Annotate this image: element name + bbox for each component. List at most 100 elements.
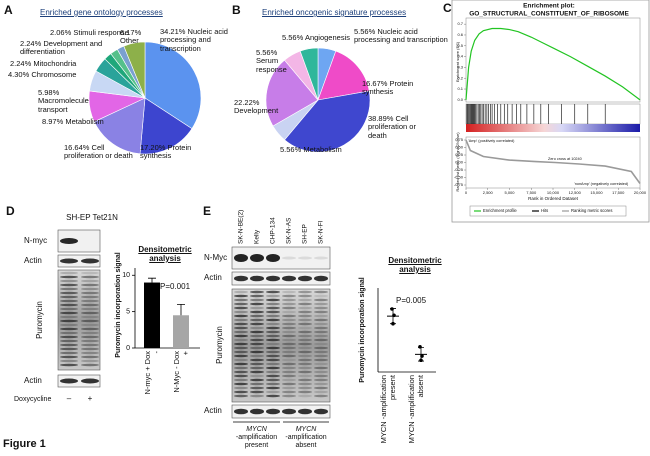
blot-band xyxy=(234,318,248,322)
blot-band xyxy=(298,314,312,318)
blot-band xyxy=(250,390,264,394)
blot-band xyxy=(314,362,328,366)
blot-band xyxy=(234,346,248,350)
blot-band xyxy=(282,358,296,362)
chart-subtitle: GO_STRUCTURAL_CONSTITUENT_OF_RIBOSOME xyxy=(469,11,629,18)
blot-band xyxy=(298,394,312,398)
blot-band xyxy=(314,370,328,374)
blot-band xyxy=(250,378,264,382)
legend-label: Ranking metric scores xyxy=(571,208,612,213)
blot-band xyxy=(266,366,280,370)
panel-letter: C xyxy=(443,1,452,15)
blot-band xyxy=(60,335,78,339)
blot-band xyxy=(298,326,312,330)
blot-band xyxy=(60,347,78,351)
y-tick-label: 0.7 xyxy=(457,21,463,26)
blot-band xyxy=(81,359,99,363)
lane-label: – xyxy=(67,394,72,403)
blot-band xyxy=(282,322,296,326)
blot-band xyxy=(282,394,296,398)
blot-band xyxy=(282,354,296,358)
blot-band xyxy=(234,366,248,370)
blot-band xyxy=(266,338,280,342)
blot-band xyxy=(81,347,99,351)
blot-row-label: Puromycin xyxy=(215,326,224,364)
blot-band xyxy=(81,343,99,347)
blot-band xyxy=(282,370,296,374)
blot-panel xyxy=(57,254,101,268)
blot-band xyxy=(266,378,280,382)
blot-band xyxy=(282,338,296,342)
blot-band xyxy=(234,354,248,358)
error-bar xyxy=(390,308,396,325)
plot-frame xyxy=(465,17,641,103)
blot-band xyxy=(298,362,312,366)
blot-band xyxy=(81,335,99,339)
y-tick-label: 0.2 xyxy=(457,75,463,80)
blot-band xyxy=(266,346,280,350)
x-tick-label: MYCN -amplification absent xyxy=(407,375,425,444)
blot-band xyxy=(81,279,99,283)
blot-band xyxy=(250,298,264,302)
blot-band xyxy=(234,290,248,294)
blot-band xyxy=(250,370,264,374)
blot-band xyxy=(81,327,99,331)
pie-label: 5.98% Macromolecule transport xyxy=(38,88,93,114)
blot-band xyxy=(234,306,248,310)
blot-band xyxy=(234,338,248,342)
blot-band xyxy=(266,254,280,262)
blot-band xyxy=(266,354,280,358)
blot-band xyxy=(266,374,280,378)
blot-band xyxy=(282,294,296,298)
blot-band xyxy=(81,339,99,343)
blot-row-label: N-Myc xyxy=(204,253,227,262)
blot-band xyxy=(250,326,264,330)
blot-band xyxy=(81,311,99,315)
lane-label: Kelly xyxy=(254,229,261,244)
blot-band xyxy=(60,378,78,384)
blot-band xyxy=(314,354,328,358)
blot-band xyxy=(282,302,296,306)
blot-band xyxy=(60,295,78,299)
x-tick-label: 10,000 xyxy=(547,190,560,195)
y-tick-label: 0.0 xyxy=(457,97,463,102)
blot-band xyxy=(282,408,296,415)
blot-band xyxy=(81,287,99,291)
blot-band xyxy=(60,291,78,295)
annotation: P=0.001 xyxy=(160,282,191,291)
blot-band xyxy=(250,254,264,262)
blot-band xyxy=(81,331,99,335)
metric-line xyxy=(465,139,641,184)
blot-band xyxy=(282,390,296,394)
pie-category-label: Angiogenesis xyxy=(304,33,350,42)
pie-label: 16.64% Cell proliferation or death xyxy=(64,143,139,161)
blot-band xyxy=(60,359,78,363)
blot-band xyxy=(266,275,280,282)
blot-band xyxy=(234,294,248,298)
x-tick-label: 15,000 xyxy=(590,190,603,195)
blot-band xyxy=(266,358,280,362)
blot-band xyxy=(282,256,296,260)
blot-band xyxy=(250,290,264,294)
blot-band xyxy=(81,258,99,264)
x-tick-label: 5,000 xyxy=(504,190,515,195)
blot-row-label: N-myc xyxy=(24,236,47,245)
blot-band xyxy=(314,346,328,350)
blot-band xyxy=(314,390,328,394)
blot-band xyxy=(234,358,248,362)
blot-band xyxy=(282,334,296,338)
blot-panel xyxy=(57,229,101,253)
pie-label: 8.97% Metabolism xyxy=(42,117,112,126)
blot-band xyxy=(298,390,312,394)
pie-label: 4.30% Chromosome xyxy=(8,70,78,79)
blot-band xyxy=(266,390,280,394)
y-tick-label: 0.6 xyxy=(457,32,463,37)
blot-band xyxy=(314,330,328,334)
pie-value-label: 2.06% xyxy=(50,28,72,37)
blot-band xyxy=(266,350,280,354)
pie-category-label: Development xyxy=(234,106,279,116)
blot-band xyxy=(250,330,264,334)
blot-band xyxy=(298,408,312,415)
pie-category-label: Chromosome xyxy=(31,70,77,79)
